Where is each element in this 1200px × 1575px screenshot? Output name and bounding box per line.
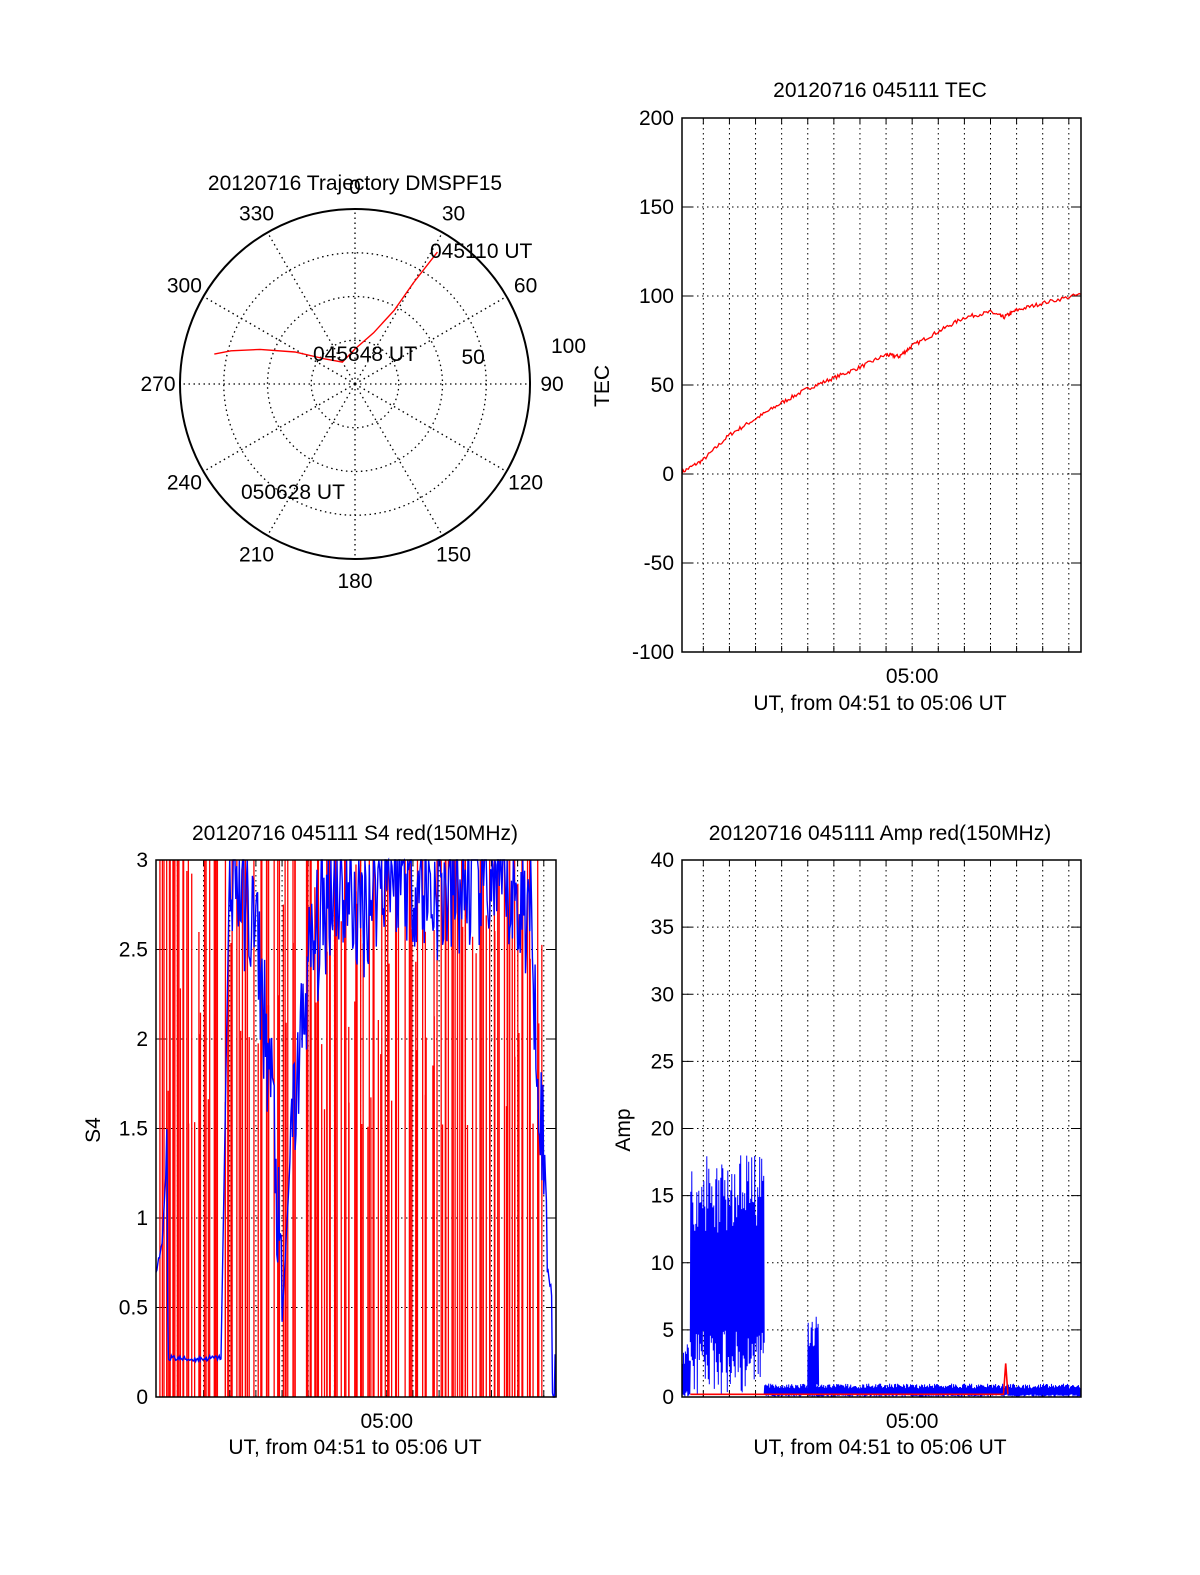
polar-radius-label: 50 (461, 346, 484, 369)
polar-azimuth-label: 90 (540, 373, 563, 396)
trajectory-line (214, 251, 438, 363)
s4-blue-line (155, 857, 557, 1398)
polar-grid-ring (310, 339, 400, 429)
amp-red-series (690, 1363, 1009, 1396)
tec-ytick-label: 200 (639, 107, 674, 130)
s4-title: 20120716 045111 S4 red(150MHz) (192, 822, 518, 845)
amp-ytick-label: 25 (651, 1050, 674, 1073)
amp-ytick-label: 10 (651, 1252, 674, 1275)
trajectory-start-label: 045110 UT (430, 240, 533, 263)
amp-ytick-label: 5 (662, 1319, 674, 1342)
s4-ytick-label: 0.5 (119, 1297, 148, 1320)
amp-blue-series (807, 1316, 820, 1396)
amp-ytick-label: 15 (651, 1185, 674, 1208)
polar-radius-labels: 50 100 (461, 335, 586, 369)
s4-ylabel: S4 (82, 1117, 105, 1143)
polar-azimuth-label: 330 (239, 202, 274, 225)
s4-ytick-label: 0 (136, 1386, 148, 1409)
polar-grid-ring (266, 295, 444, 473)
polar-grid-spoke (354, 383, 507, 473)
polar-grid-spoke (266, 232, 356, 385)
s4-ytick-label: 2.5 (119, 939, 148, 962)
s4-xtick-label: 05:00 (360, 1410, 413, 1433)
tec-ytick-label: -100 (632, 641, 674, 664)
tec-ytick-label: -50 (644, 552, 674, 575)
tec-ytick-label: 50 (651, 374, 674, 397)
polar-azimuth-label: 240 (167, 472, 202, 495)
polar-grid-spoke (354, 232, 444, 385)
polar-azimuth-label: 120 (508, 472, 543, 495)
polar-grid-spoke (354, 383, 444, 536)
polar-azimuth-label: 60 (514, 275, 537, 298)
polar-radius-label: 100 (551, 335, 586, 358)
amp-ytick-label: 35 (651, 916, 674, 939)
tec-ytick-label: 150 (639, 196, 674, 219)
trajectory-end-label: 050628 UT (241, 481, 345, 504)
tec-ytick-label: 100 (639, 285, 674, 308)
amp-chart: 20120716 045111 Amp red(150MHz) Amp UT, … (612, 822, 1082, 1459)
polar-azimuth-label: 0 (349, 176, 361, 199)
trajectory-mid-label: 045848 UT (313, 343, 417, 366)
tec-ylabel: TEC (591, 365, 614, 407)
amp-ytick-label: 30 (651, 983, 674, 1006)
polar-azimuth-label: 270 (140, 373, 175, 396)
s4-ytick-label: 1 (136, 1207, 148, 1230)
polar-azimuth-labels: 0 30 60 90 120 150 180 210 240 270 300 330 (140, 176, 563, 593)
polar-azimuth-label: 180 (337, 570, 372, 593)
polar-azimuth-label: 150 (436, 544, 471, 567)
tec-xlabel: UT, from 04:51 to 05:06 UT (753, 692, 1006, 715)
tec-ytick-label: 0 (662, 463, 674, 486)
polar-outer-circle (179, 208, 531, 560)
amp-ytick-label: 20 (651, 1118, 674, 1141)
s4-ytick-label: 2 (136, 1028, 148, 1051)
s4-xlabel: UT, from 04:51 to 05:06 UT (228, 1436, 481, 1459)
polar-azimuth-label: 30 (442, 202, 465, 225)
amp-xtick-label: 05:00 (886, 1410, 939, 1433)
tec-plot-frame (681, 117, 1082, 653)
polar-grid-spoke (203, 295, 356, 385)
s4-ytick-label: 1.5 (119, 1118, 148, 1141)
amp-blue-series (681, 1344, 691, 1398)
polar-azimuth-label: 300 (167, 275, 202, 298)
tec-chart: 20120716 045111 TEC TEC UT, from 04:51 t… (591, 79, 1082, 715)
amp-title: 20120716 045111 Amp red(150MHz) (709, 822, 1051, 845)
tec-series-line (681, 292, 1082, 475)
amp-ylabel: Amp (612, 1108, 635, 1151)
polar-grid (179, 208, 531, 560)
polar-title: 20120716 Trajectory DMSPF15 (208, 172, 502, 195)
amp-blue-series (689, 1155, 765, 1395)
polar-azimuth-label: 210 (239, 544, 274, 567)
polar-grid-spoke (203, 383, 356, 473)
s4-chart: 20120716 045111 S4 red(150MHz) S4 UT, fr… (82, 822, 557, 1459)
polar-grid-spoke (266, 383, 356, 536)
polar-trajectory-chart: 20120716 Trajectory DMSPF15 0 30 60 90 120 15… (140, 172, 586, 593)
tec-xtick-label: 05:00 (886, 665, 939, 688)
tec-title: 20120716 045111 TEC (773, 79, 987, 102)
s4-ytick-label: 3 (136, 849, 148, 872)
amp-ytick-label: 0 (662, 1386, 674, 1409)
s4-plot-frame (155, 859, 557, 1398)
polar-grid-spoke (354, 295, 507, 385)
amp-plot-frame (681, 859, 1082, 1398)
polar-trajectory-series (214, 251, 438, 363)
amp-ytick-label: 40 (651, 849, 674, 872)
amp-xlabel: UT, from 04:51 to 05:06 UT (753, 1436, 1006, 1459)
